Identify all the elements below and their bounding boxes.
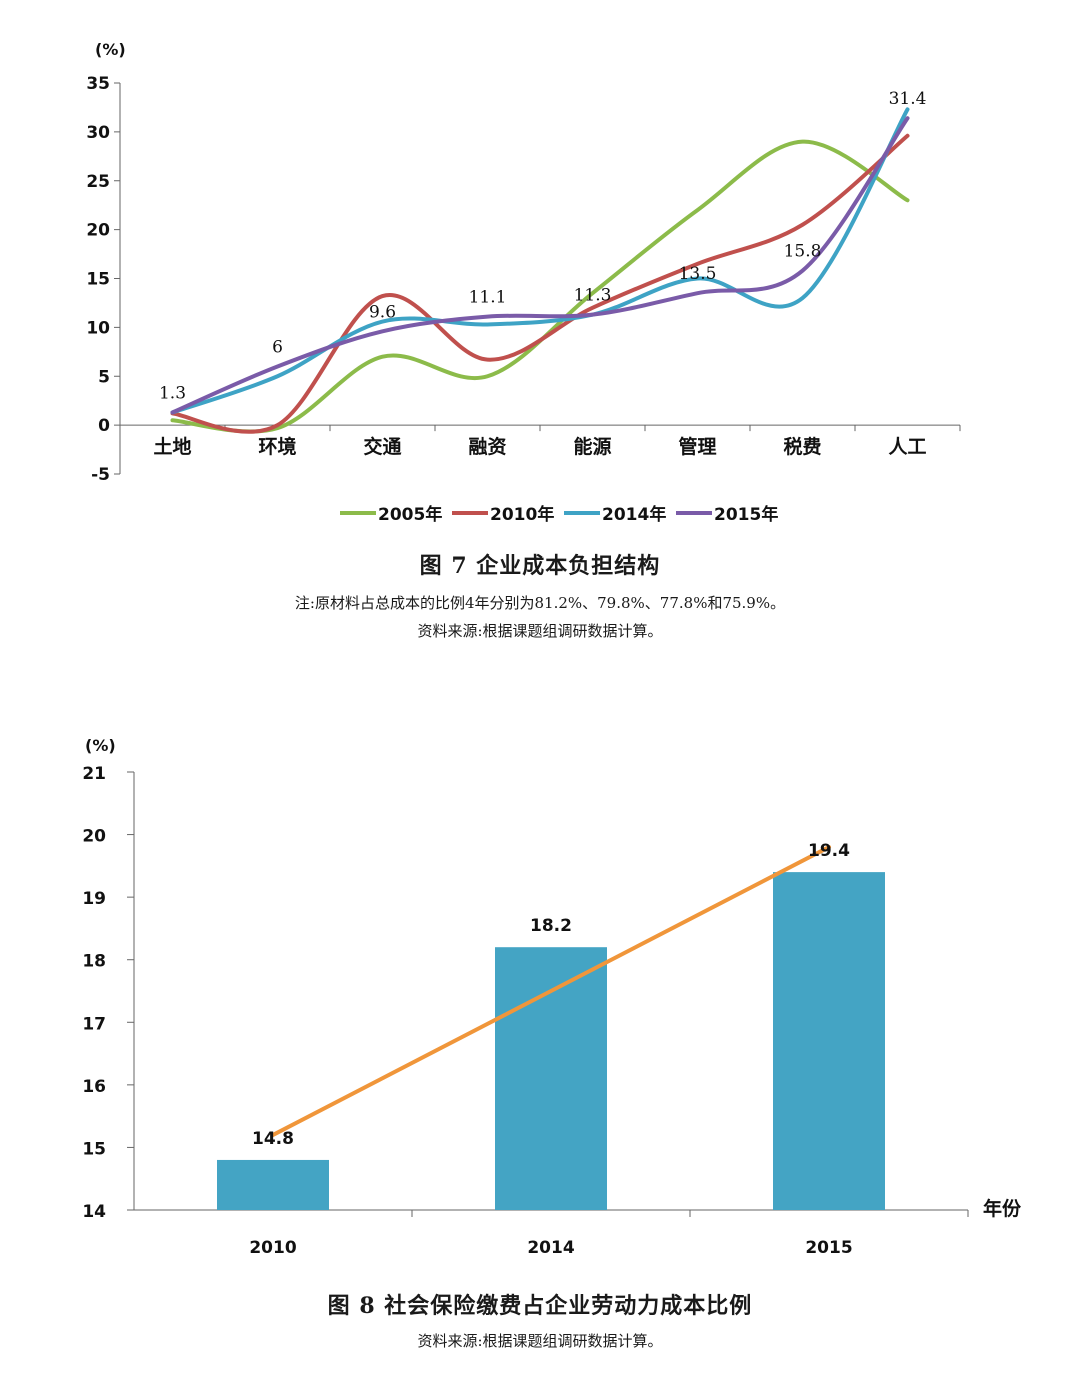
data-label: 31.4 — [889, 89, 927, 109]
bar-2014 — [495, 947, 607, 1210]
y-tick-label: 20 — [82, 827, 106, 847]
y-tick-label: 35 — [86, 74, 110, 94]
y-tick-label: 15 — [82, 1139, 106, 1159]
series-line-2014年 — [170, 107, 910, 415]
bar-value-label: 14.8 — [252, 1129, 294, 1149]
value-labels: 14.8 18.2 19.4 — [252, 841, 850, 1149]
bar-2010 — [217, 1159, 329, 1210]
series-line-2010年 — [170, 133, 910, 434]
data-label: 11.3 — [574, 286, 612, 306]
trend-line — [271, 845, 831, 1137]
x-category-label: 2015 — [805, 1238, 852, 1258]
bar-value-label: 18.2 — [530, 916, 572, 936]
x-category-label: 税费 — [783, 435, 821, 458]
y-tick-label: 10 — [86, 318, 110, 338]
y-tick-label: 21 — [82, 764, 106, 784]
y-tick-label: 18 — [82, 952, 106, 972]
x-category-label: 能源 — [573, 435, 611, 458]
y-tick-label: 16 — [82, 1077, 106, 1097]
data-label: 1.3 — [159, 383, 186, 403]
bar-value-label: 19.4 — [808, 841, 850, 861]
x-axis-category-labels: 2010 2014 2015 — [249, 1210, 969, 1258]
legend-label: 2015年 — [714, 504, 778, 525]
x-category-label: 人工 — [888, 436, 926, 458]
y-tick-label: 15 — [86, 270, 110, 290]
data-label: 11.1 — [469, 288, 507, 308]
x-category-label: 环境 — [258, 435, 296, 458]
figure-7-source: 资料来源:根据课题组调研数据计算。 — [417, 622, 663, 640]
x-category-label: 交通 — [363, 435, 402, 458]
x-axis-title: 年份 — [983, 1197, 1022, 1220]
y-axis-ticks: -5 0 5 10 15 20 25 30 35 — [86, 74, 960, 485]
data-label: 9.6 — [369, 302, 396, 322]
data-label: 15.8 — [784, 242, 822, 262]
x-axis-category-labels: 土地 环境 交通 融资 能源 管理 税费 人工 — [153, 425, 961, 458]
data-label: 13.5 — [679, 264, 717, 284]
legend-label: 2010年 — [490, 504, 554, 525]
y-tick-label: 17 — [82, 1014, 106, 1034]
x-category-label: 2010 — [249, 1238, 296, 1258]
bar-2015 — [773, 872, 885, 1210]
y-tick-label: 0 — [98, 416, 110, 436]
legend: 2005年 2010年 2014年 2015年 — [340, 504, 778, 525]
figure-7-note: 注:原材料占总成本的比例4年分别为81.2%、79.8%、77.8%和75.9%… — [294, 594, 786, 612]
x-category-label: 土地 — [153, 435, 191, 458]
trend-line-path — [271, 845, 831, 1137]
series-line-2015年 — [170, 116, 910, 415]
series-lines — [170, 107, 910, 434]
x-category-label: 管理 — [678, 435, 716, 458]
figure-8-title: 图 8 社会保险缴费占企业劳动力成本比例 — [327, 1293, 753, 1319]
y-tick-label: -5 — [91, 465, 110, 485]
series-line-2005年 — [170, 139, 910, 434]
y-axis-unit-label: (%) — [95, 40, 126, 59]
y-tick-label: 19 — [82, 889, 106, 909]
y-tick-label: 20 — [86, 221, 110, 241]
figure-7-title: 图 7 企业成本负担结构 — [419, 553, 661, 579]
y-tick-label: 5 — [98, 367, 110, 387]
social-insurance-bar-chart: (%) 年份 14 15 16 17 18 19 20 21 14.8 18.2 19.4 201… — [82, 736, 1022, 1258]
figure-8-source: 资料来源:根据课题组调研数据计算。 — [417, 1332, 663, 1350]
cost-structure-line-chart: (%) -5 0 5 10 15 20 25 30 35 土地 环境 交通 融资 能源 管理 税费 人工 1.… — [86, 40, 961, 525]
y-tick-label: 30 — [86, 123, 110, 143]
y-tick-label: 14 — [82, 1202, 106, 1222]
legend-label: 2014年 — [602, 504, 666, 525]
y-axis-unit-label: (%) — [85, 736, 116, 755]
data-labels: 1.3 6 9.6 11.1 11.3 13.5 15.8 31.4 — [159, 89, 926, 403]
y-tick-label: 25 — [86, 172, 110, 192]
legend-label: 2005年 — [378, 504, 442, 525]
x-category-label: 融资 — [468, 435, 506, 458]
x-category-label: 2014 — [527, 1238, 574, 1258]
data-label: 6 — [272, 337, 283, 357]
